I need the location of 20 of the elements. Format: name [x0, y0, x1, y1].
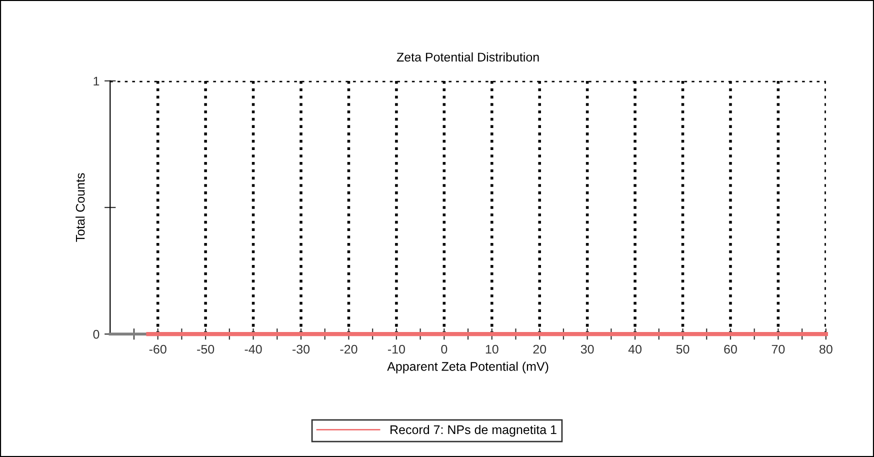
- x-tick-label: 20: [533, 344, 546, 354]
- x-tick-label: -60: [149, 344, 166, 354]
- x-axis-title: Apparent Zeta Potential (mV): [387, 362, 548, 374]
- x-tick-label: 0: [441, 344, 448, 354]
- x-tick-label: 60: [724, 344, 737, 354]
- y-tick-label: 1: [94, 76, 100, 86]
- x-tick-label: -50: [197, 344, 214, 354]
- x-tick-label: -10: [388, 344, 405, 354]
- y-axis-title: Total Counts: [76, 173, 85, 242]
- x-tick-label: 10: [486, 344, 498, 354]
- chart-title: Zeta Potential Distribution: [396, 52, 539, 62]
- x-tick-label: 40: [628, 344, 642, 354]
- x-tick-label: 80: [820, 344, 832, 354]
- x-tick-label: 30: [580, 344, 594, 354]
- x-tick-label: -40: [244, 344, 262, 354]
- legend-label: Record 7: NPs de magnetita 1: [390, 424, 556, 437]
- x-tick-label: -30: [292, 344, 310, 354]
- x-tick-label: -20: [340, 344, 358, 354]
- x-tick-label: 50: [676, 344, 690, 354]
- x-tick-label: 70: [772, 344, 785, 354]
